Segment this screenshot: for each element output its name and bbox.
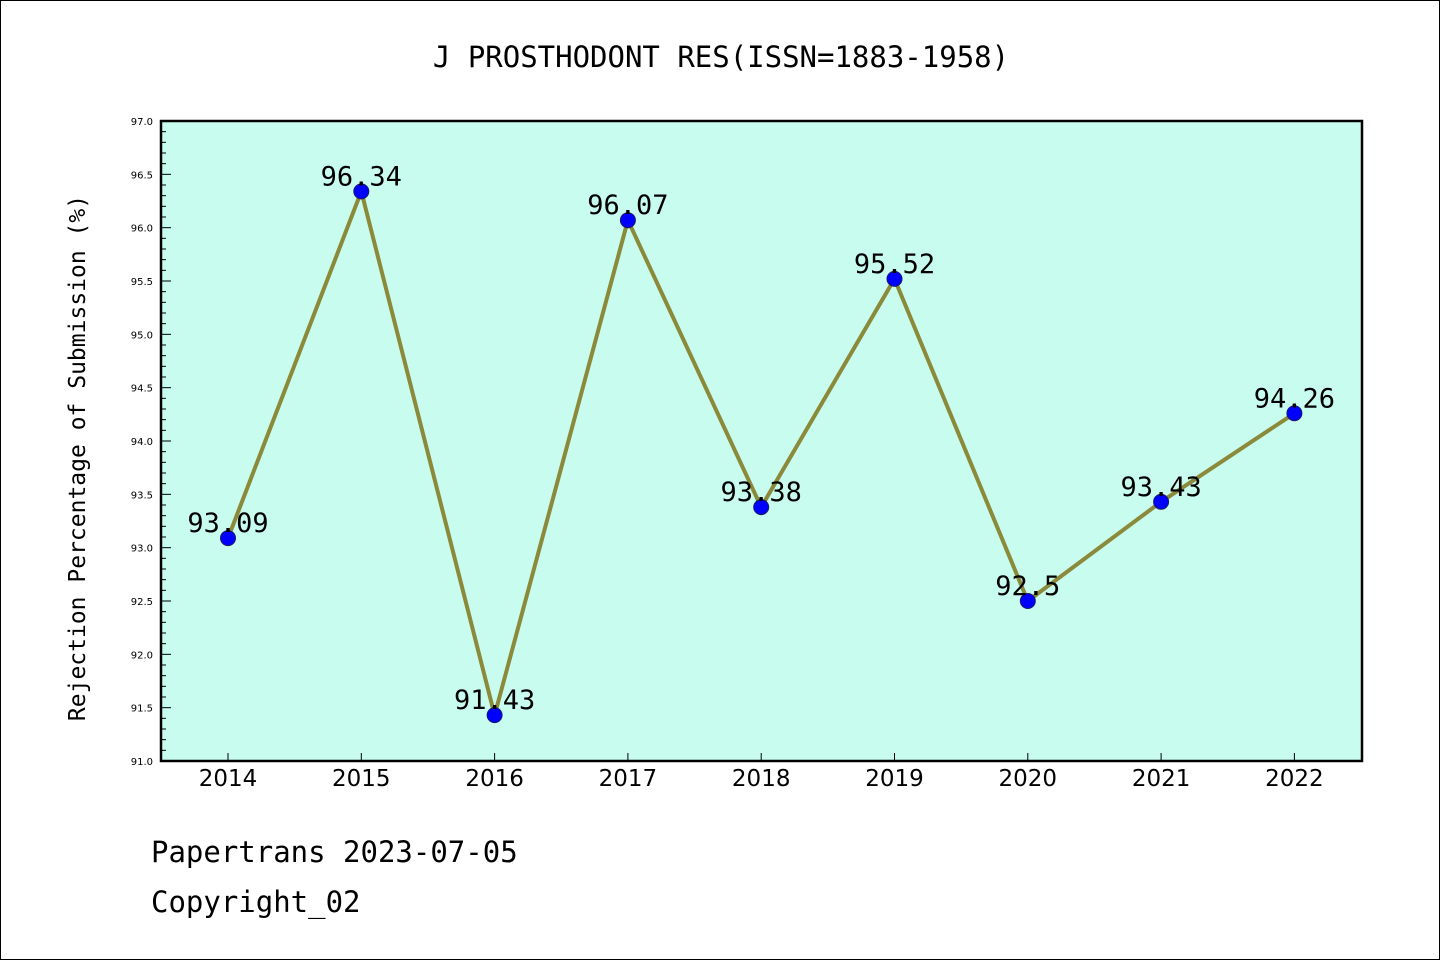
data-label: 93.38 bbox=[721, 477, 802, 508]
y-tick-label: 95.0 bbox=[131, 330, 153, 341]
y-tick-label: 93.0 bbox=[131, 544, 153, 555]
y-tick-label: 92.5 bbox=[131, 597, 153, 608]
data-point bbox=[220, 530, 236, 547]
data-label: 95.52 bbox=[854, 249, 935, 280]
data-point bbox=[1153, 493, 1170, 510]
x-tick-label: 2015 bbox=[332, 766, 391, 792]
y-tick-label: 97.0 bbox=[131, 117, 153, 128]
data-label: 93.43 bbox=[1120, 472, 1201, 503]
data-label: 96.34 bbox=[321, 161, 402, 192]
data-label: 91.43 bbox=[454, 685, 535, 716]
x-tick-label: 2017 bbox=[599, 766, 658, 792]
x-axis: 2014 2015 2016 2017 2018 2019 2020 2021 2022 bbox=[199, 753, 1324, 792]
x-tick-label: 2022 bbox=[1265, 766, 1324, 792]
x-tick-label: 2020 bbox=[999, 766, 1058, 792]
y-axis: 91.0 91.5 92.0 92.5 93.0 93.5 94.0 94.5 95.0 95.5… bbox=[131, 117, 171, 768]
x-tick-label: 2021 bbox=[1132, 766, 1191, 792]
y-tick-label: 93.5 bbox=[131, 490, 153, 501]
y-tick-label: 91.0 bbox=[131, 757, 153, 768]
y-tick-label: 94.5 bbox=[131, 384, 153, 395]
data-point bbox=[886, 270, 903, 287]
y-axis-label: Rejection Percentage of Submission (%) bbox=[65, 195, 91, 721]
y-tick-label: 91.5 bbox=[131, 704, 153, 715]
data-label: 92.5 bbox=[995, 571, 1060, 602]
data-point bbox=[353, 183, 370, 200]
x-tick-label: 2018 bbox=[732, 766, 791, 792]
chart-title: J PROSTHODONT RES(ISSN=1883-1958) bbox=[433, 40, 1009, 74]
data-point bbox=[753, 499, 770, 516]
x-tick-label: 2019 bbox=[865, 766, 924, 792]
footer-copyright-text: Copyright_02 bbox=[151, 885, 361, 919]
y-tick-label: 96.5 bbox=[131, 170, 153, 181]
footer-date-text: Papertrans 2023-07-05 bbox=[151, 835, 518, 869]
data-point bbox=[486, 707, 503, 724]
data-label: 96.07 bbox=[587, 190, 668, 221]
data-label: 93.09 bbox=[187, 508, 268, 539]
series-layer bbox=[220, 183, 1303, 724]
y-tick-label: 92.0 bbox=[131, 650, 153, 661]
data-point bbox=[619, 212, 636, 229]
y-tick-label: 94.0 bbox=[131, 437, 153, 448]
x-tick-label: 2016 bbox=[465, 766, 524, 792]
data-labels: 93.09 96.34 91.43 96.07 93.38 95.52 92.5 93.43 9… bbox=[187, 161, 1335, 716]
data-point bbox=[1019, 593, 1036, 609]
data-label: 94.26 bbox=[1254, 383, 1335, 414]
y-tick-label: 96.0 bbox=[131, 224, 153, 235]
y-tick-label: 95.5 bbox=[131, 277, 153, 288]
data-point bbox=[1286, 405, 1303, 422]
plot-area bbox=[159, 119, 1364, 763]
x-tick-label: 2014 bbox=[199, 766, 258, 792]
